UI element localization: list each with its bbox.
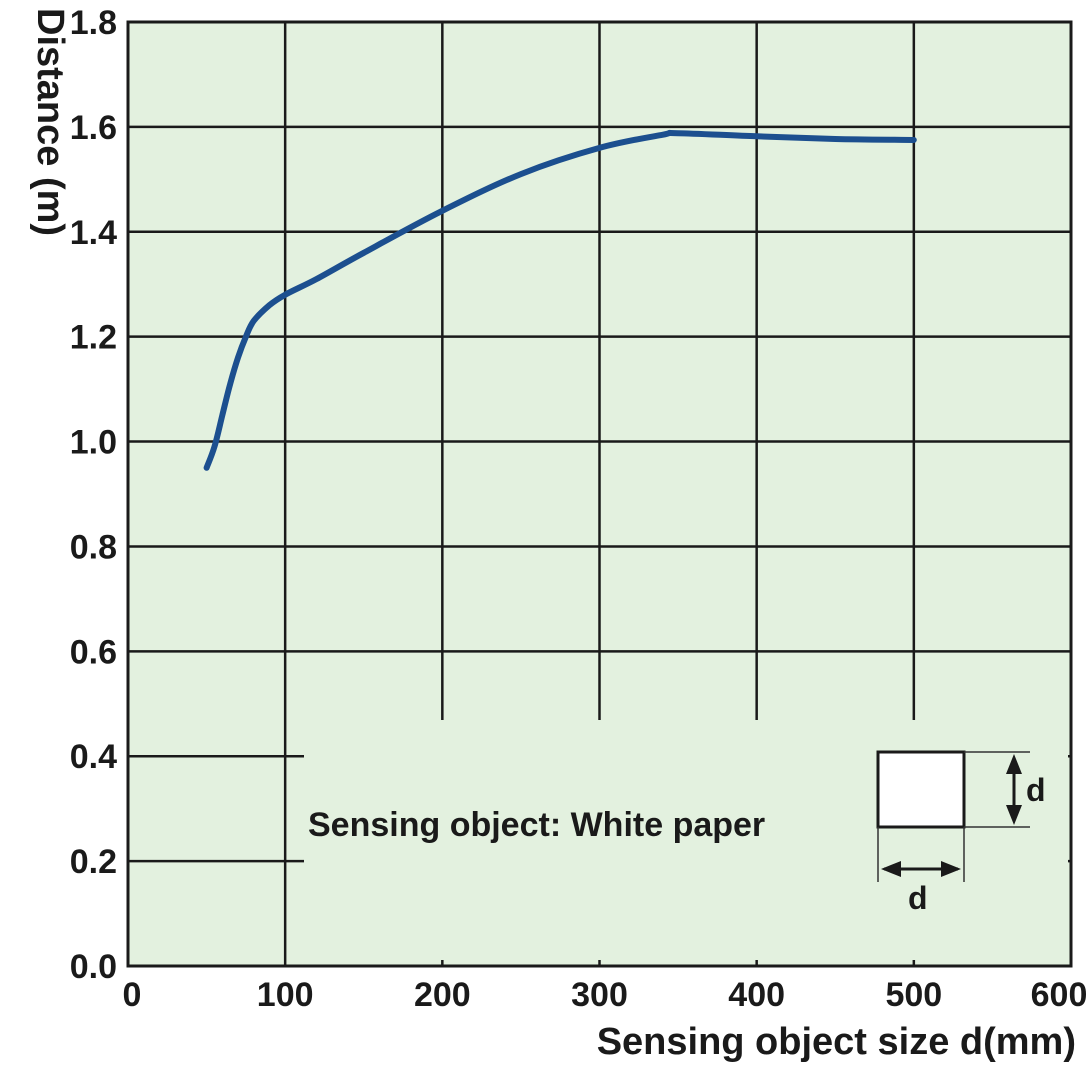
y-tick-label: 0.2 [70,843,117,881]
y-tick-label: 0.0 [70,948,117,986]
sensing-object-note: Sensing object: White paper [308,806,765,844]
distance-curve [203,129,917,471]
plot-border [126,20,1073,968]
x-axis-label: Sensing object size d(mm) [597,1021,1076,1063]
x-tick-label: 100 [257,976,314,1014]
horizontal-arrowhead-left [881,861,901,877]
vertical-arrowhead-top [1006,754,1022,774]
x-tick-label: 500 [885,976,942,1014]
x-tick-label: 400 [728,976,785,1014]
vertical-dimension-label: d [1026,772,1046,808]
y-tick-label: 0.6 [70,633,117,671]
x-tick-label: 0 [123,976,142,1014]
x-tick-label: 600 [1031,976,1086,1014]
vertical-arrowhead-bottom [1006,805,1022,825]
y-tick-label: 1.2 [70,319,117,357]
y-axis-label: Distance (m) [29,8,71,236]
x-tick-label: 200 [414,976,471,1014]
y-tick-labels: 0.0 0.2 0.4 0.6 0.8 1.0 1.2 1.4 1.6 1.8 [70,4,117,986]
y-tick-label: 1.6 [70,109,117,147]
y-tick-label: 1.0 [70,424,117,462]
y-tick-label: 1.8 [70,4,117,42]
x-tick-labels: 0 100 200 300 400 500 600 [123,976,1086,1014]
grid [128,22,1071,966]
horizontal-arrowhead-right [941,861,961,877]
x-tick-label: 300 [571,976,628,1014]
y-tick-label: 0.8 [70,528,117,566]
annotation-box: Sensing object: White paper d d [304,720,1068,960]
y-tick-label: 0.4 [70,738,117,776]
y-tick-label: 1.4 [70,214,117,252]
white-paper-square [876,750,966,829]
horizontal-dimension-label: d [908,880,928,916]
